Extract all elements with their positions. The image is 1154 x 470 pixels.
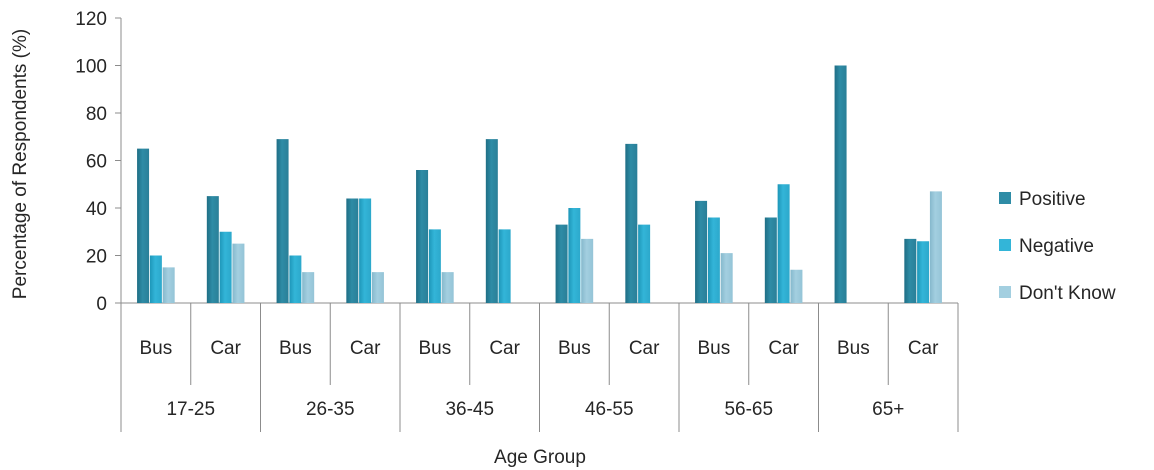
bar xyxy=(834,65,847,303)
x-axis-title: Age Group xyxy=(494,447,586,468)
bar xyxy=(428,229,441,303)
bar xyxy=(720,253,733,303)
bar xyxy=(232,243,245,303)
x-category-label: Bus xyxy=(698,338,731,359)
bar xyxy=(149,255,162,303)
x-category-label: Bus xyxy=(558,338,591,359)
bar xyxy=(416,170,429,303)
bar xyxy=(764,217,777,303)
bar xyxy=(359,198,372,303)
y-tick-label: 40 xyxy=(86,199,107,220)
bar xyxy=(695,200,708,303)
bar xyxy=(137,148,150,303)
bar xyxy=(485,139,498,303)
x-group-label: 36-45 xyxy=(445,399,494,420)
x-category-label: Car xyxy=(350,338,381,359)
x-category-label: Bus xyxy=(837,338,870,359)
x-category-label: Car xyxy=(489,338,520,359)
bar xyxy=(568,208,581,303)
x-group-label: 56-65 xyxy=(724,399,773,420)
y-tick-label: 20 xyxy=(86,247,107,268)
y-axis: 0 20 40 60 80 100 120 xyxy=(75,9,122,315)
bar xyxy=(371,272,384,303)
bar xyxy=(289,255,302,303)
bar xyxy=(777,184,790,303)
x-category-label: Bus xyxy=(279,338,312,359)
x-group-label: 26-35 xyxy=(306,399,355,420)
bar xyxy=(276,139,289,303)
bar xyxy=(929,191,942,303)
bar xyxy=(917,241,930,303)
bar xyxy=(707,217,720,303)
legend: Positive Negative Don't Know xyxy=(999,189,1116,304)
x-group-label: 17-25 xyxy=(166,399,215,420)
x-category-label: Car xyxy=(908,338,939,359)
y-tick-label: 0 xyxy=(96,294,107,315)
x-category-label: Bus xyxy=(419,338,452,359)
x-category-label: Car xyxy=(768,338,799,359)
y-tick-label: 120 xyxy=(75,9,107,30)
bar xyxy=(904,238,917,303)
x-group-label: 65+ xyxy=(872,399,904,420)
legend-label: Negative xyxy=(1019,236,1094,257)
bar xyxy=(498,229,511,303)
bars xyxy=(137,65,942,303)
y-axis-title: Percentage of Respondents (%) xyxy=(10,29,31,299)
bar xyxy=(638,224,651,303)
bar xyxy=(555,224,568,303)
bar xyxy=(206,196,219,303)
x-category-label: Bus xyxy=(140,338,173,359)
legend-label: Positive xyxy=(1019,189,1086,210)
x-group-label: 46-55 xyxy=(585,399,634,420)
legend-swatch xyxy=(999,239,1011,251)
x-category-label: Car xyxy=(210,338,241,359)
bar xyxy=(581,238,594,303)
y-tick-label: 100 xyxy=(75,57,107,78)
bar xyxy=(346,198,359,303)
y-tick-label: 60 xyxy=(86,152,107,173)
legend-swatch xyxy=(999,286,1011,298)
x-category-label: Car xyxy=(629,338,660,359)
bar xyxy=(219,231,232,303)
bar xyxy=(162,267,175,303)
bar xyxy=(790,269,803,303)
legend-swatch xyxy=(999,192,1011,204)
bar xyxy=(441,272,454,303)
bar xyxy=(625,143,638,303)
bar xyxy=(302,272,315,303)
legend-label: Don't Know xyxy=(1019,283,1116,304)
y-tick-label: 80 xyxy=(86,104,107,125)
x-axis: Bus Car Bus Car Bus Car Bus Car Bus Car Bus Car 17-2… xyxy=(120,302,959,432)
